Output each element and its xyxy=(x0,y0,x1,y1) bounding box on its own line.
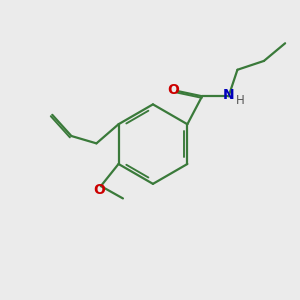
Text: O: O xyxy=(167,83,179,97)
Text: O: O xyxy=(94,184,106,197)
Text: H: H xyxy=(236,94,244,107)
Text: N: N xyxy=(223,88,234,102)
